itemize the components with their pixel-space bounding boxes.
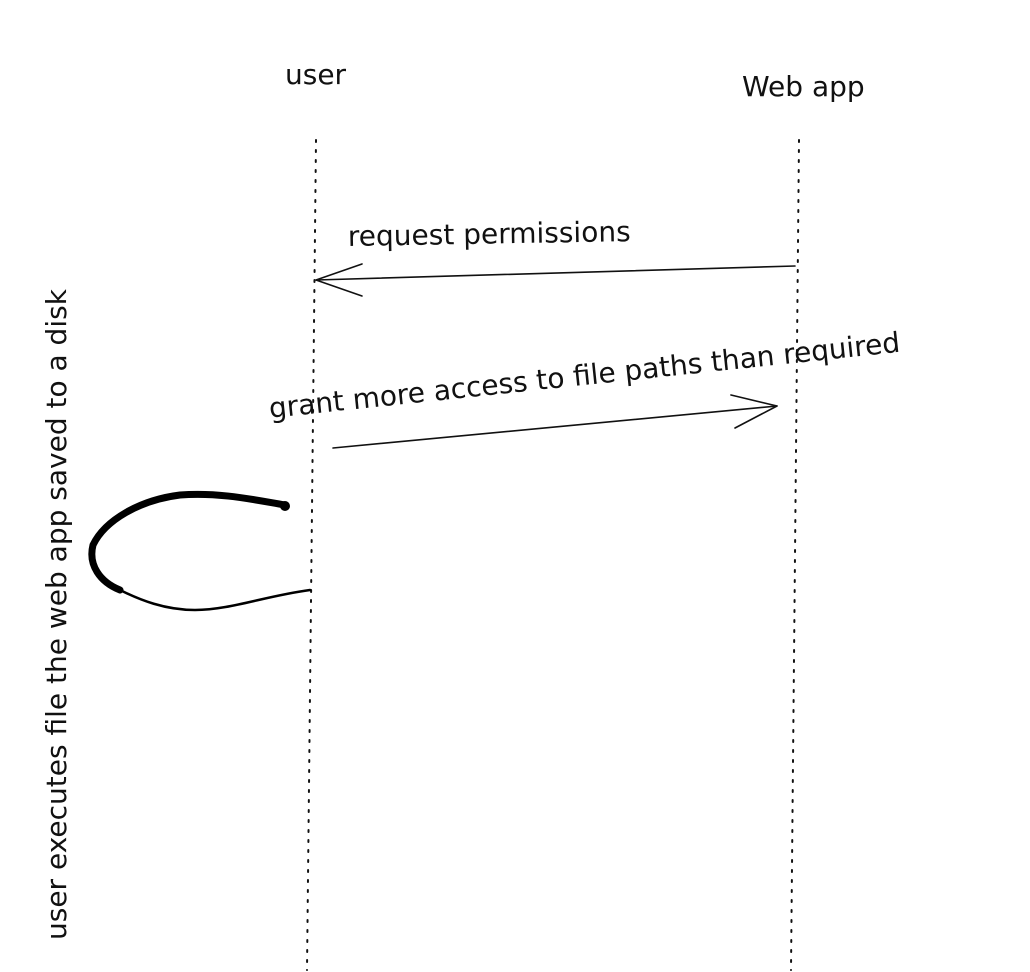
message-grant-access-arrow [332, 394, 778, 449]
participant-user-label: user [285, 58, 347, 91]
message-request-permissions-arrow [315, 263, 796, 297]
message-grant-access-label: grant more access to file paths than req… [267, 326, 901, 425]
self-loop [88, 490, 312, 612]
self-loop-label: user executes file the web app saved to … [40, 288, 73, 940]
message-request-permissions-label: request permissions [348, 215, 631, 253]
user-lifeline [306, 139, 317, 971]
webapp-lifeline [790, 139, 800, 971]
participant-webapp-label: Web app [742, 70, 865, 103]
